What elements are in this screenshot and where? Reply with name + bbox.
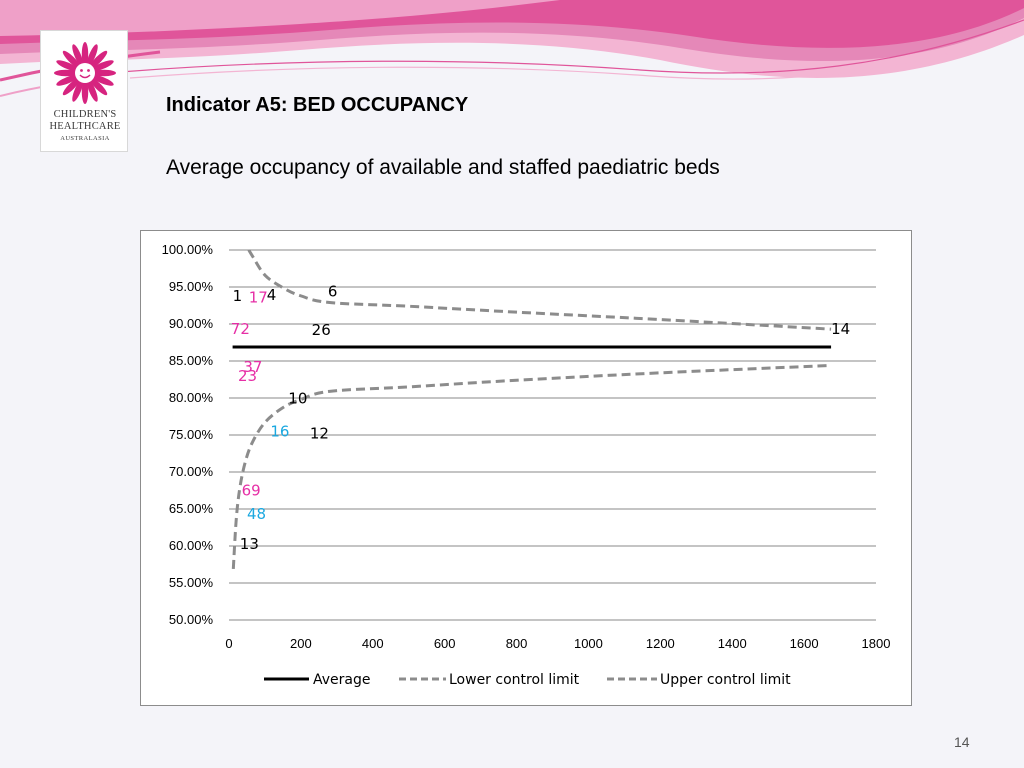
point-label: 14 (831, 320, 850, 338)
point-label: 16 (270, 422, 289, 440)
y-tick-label: 85.00% (169, 353, 214, 368)
flower-petal (56, 60, 79, 72)
y-tick-label: 80.00% (169, 390, 214, 405)
logo-text-line2: HEALTHCARE (49, 121, 121, 132)
point-label: 72 (231, 320, 250, 338)
x-tick-label: 1400 (718, 636, 747, 651)
point-label: 17 (249, 288, 268, 306)
x-tick-label: 600 (434, 636, 456, 651)
point-label: 23 (238, 367, 257, 385)
flower-petal (91, 60, 114, 72)
legend-label: Lower control limit (449, 672, 580, 688)
funnel-chart: 50.00% 55.00% 60.00% 65.00% 70.00% 75.00% 80.0… (162, 242, 891, 688)
flower-petal (92, 69, 116, 77)
point-label: 37 (243, 358, 262, 376)
chart-frame: 50.00% 55.00% 60.00% 65.00% 70.00% 75.00% 80.0… (140, 230, 912, 706)
x-tick-label: 0 (225, 636, 232, 651)
logo-text-line1: CHILDREN'S (53, 109, 117, 120)
y-tick-label: 90.00% (169, 316, 214, 331)
series-line-upper-control-limit (247, 249, 832, 331)
flower-petal (72, 79, 84, 102)
flower-petal (89, 50, 108, 69)
x-tick-label: 1200 (646, 636, 675, 651)
point-label: 13 (240, 535, 259, 553)
y-tick-label: 70.00% (169, 464, 214, 479)
flower-petal (62, 50, 81, 69)
point-label: 69 (242, 482, 261, 500)
x-tick-label: 400 (362, 636, 384, 651)
x-axis-ticks: 0 200 400 600 800 1000 1200 1400 1600 1800 (225, 636, 890, 651)
series-line-lower-control-limit (231, 363, 832, 570)
gridlines (229, 249, 876, 621)
page-number: 14 (954, 734, 970, 750)
flower-petal (91, 74, 114, 86)
x-tick-label: 200 (290, 636, 312, 651)
flower-icon (54, 42, 116, 104)
flower-petal (56, 74, 79, 86)
point-label: 10 (288, 390, 307, 408)
y-tick-label: 55.00% (169, 575, 214, 590)
legend-label: Upper control limit (660, 672, 791, 688)
point-label: 6 (328, 282, 338, 300)
flower-petal (81, 42, 89, 66)
flower-petal (86, 44, 98, 67)
x-tick-label: 800 (506, 636, 528, 651)
x-tick-label: 1600 (790, 636, 819, 651)
y-tick-label: 100.00% (162, 242, 214, 257)
flower-petal (81, 80, 89, 104)
y-tick-label: 65.00% (169, 501, 214, 516)
x-tick-label: 1000 (574, 636, 603, 651)
y-tick-label: 95.00% (169, 279, 214, 294)
y-axis-ticks: 50.00% 55.00% 60.00% 65.00% 70.00% 75.00% 80.0… (162, 242, 214, 627)
flower-petal (72, 44, 84, 67)
x-tick-label: 1800 (862, 636, 891, 651)
flower-petal (89, 77, 108, 96)
point-label: 26 (312, 321, 331, 339)
y-tick-label: 75.00% (169, 427, 214, 442)
point-label: 1 (233, 287, 243, 305)
flower-petal (86, 79, 98, 102)
y-tick-label: 60.00% (169, 538, 214, 553)
logo: CHILDREN'S HEALTHCARE AUSTRALASIA (40, 30, 128, 152)
header-banner (0, 0, 1024, 97)
legend-label: Average (313, 672, 371, 688)
flower-petal (62, 77, 81, 96)
logo-text-line3: AUSTRALASIA (60, 135, 110, 142)
legend: Average Lower control limit Upper control … (264, 672, 791, 688)
flower-petal (54, 69, 78, 77)
point-label: 12 (310, 425, 329, 443)
y-tick-label: 50.00% (169, 612, 214, 627)
slide-subtitle: Average occupancy of available and staff… (166, 156, 720, 179)
point-label: 48 (247, 505, 266, 523)
series-lines (231, 249, 832, 570)
slide-title: Indicator A5: BED OCCUPANCY (166, 94, 469, 116)
point-label: 4 (267, 286, 277, 304)
